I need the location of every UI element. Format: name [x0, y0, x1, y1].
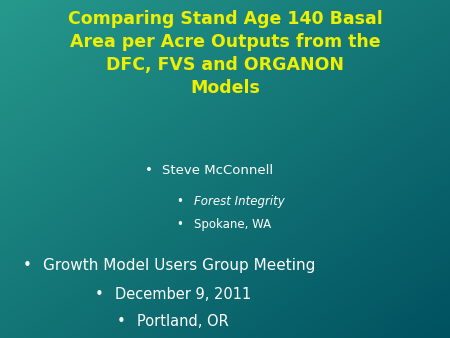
Text: •: • [117, 314, 126, 329]
Text: Spokane, WA: Spokane, WA [194, 218, 270, 231]
Text: •: • [144, 164, 153, 177]
Text: Comparing Stand Age 140 Basal
Area per Acre Outputs from the
DFC, FVS and ORGANO: Comparing Stand Age 140 Basal Area per A… [68, 10, 382, 97]
Text: Steve McConnell: Steve McConnell [162, 164, 273, 177]
Text: Portland, OR: Portland, OR [137, 314, 229, 329]
Text: •: • [176, 195, 184, 208]
Text: •: • [94, 287, 104, 302]
Text: •: • [22, 258, 32, 273]
Text: Growth Model Users Group Meeting: Growth Model Users Group Meeting [43, 258, 315, 273]
Text: December 9, 2011: December 9, 2011 [115, 287, 251, 302]
Text: Forest Integrity: Forest Integrity [194, 195, 284, 208]
Text: •: • [176, 218, 184, 231]
